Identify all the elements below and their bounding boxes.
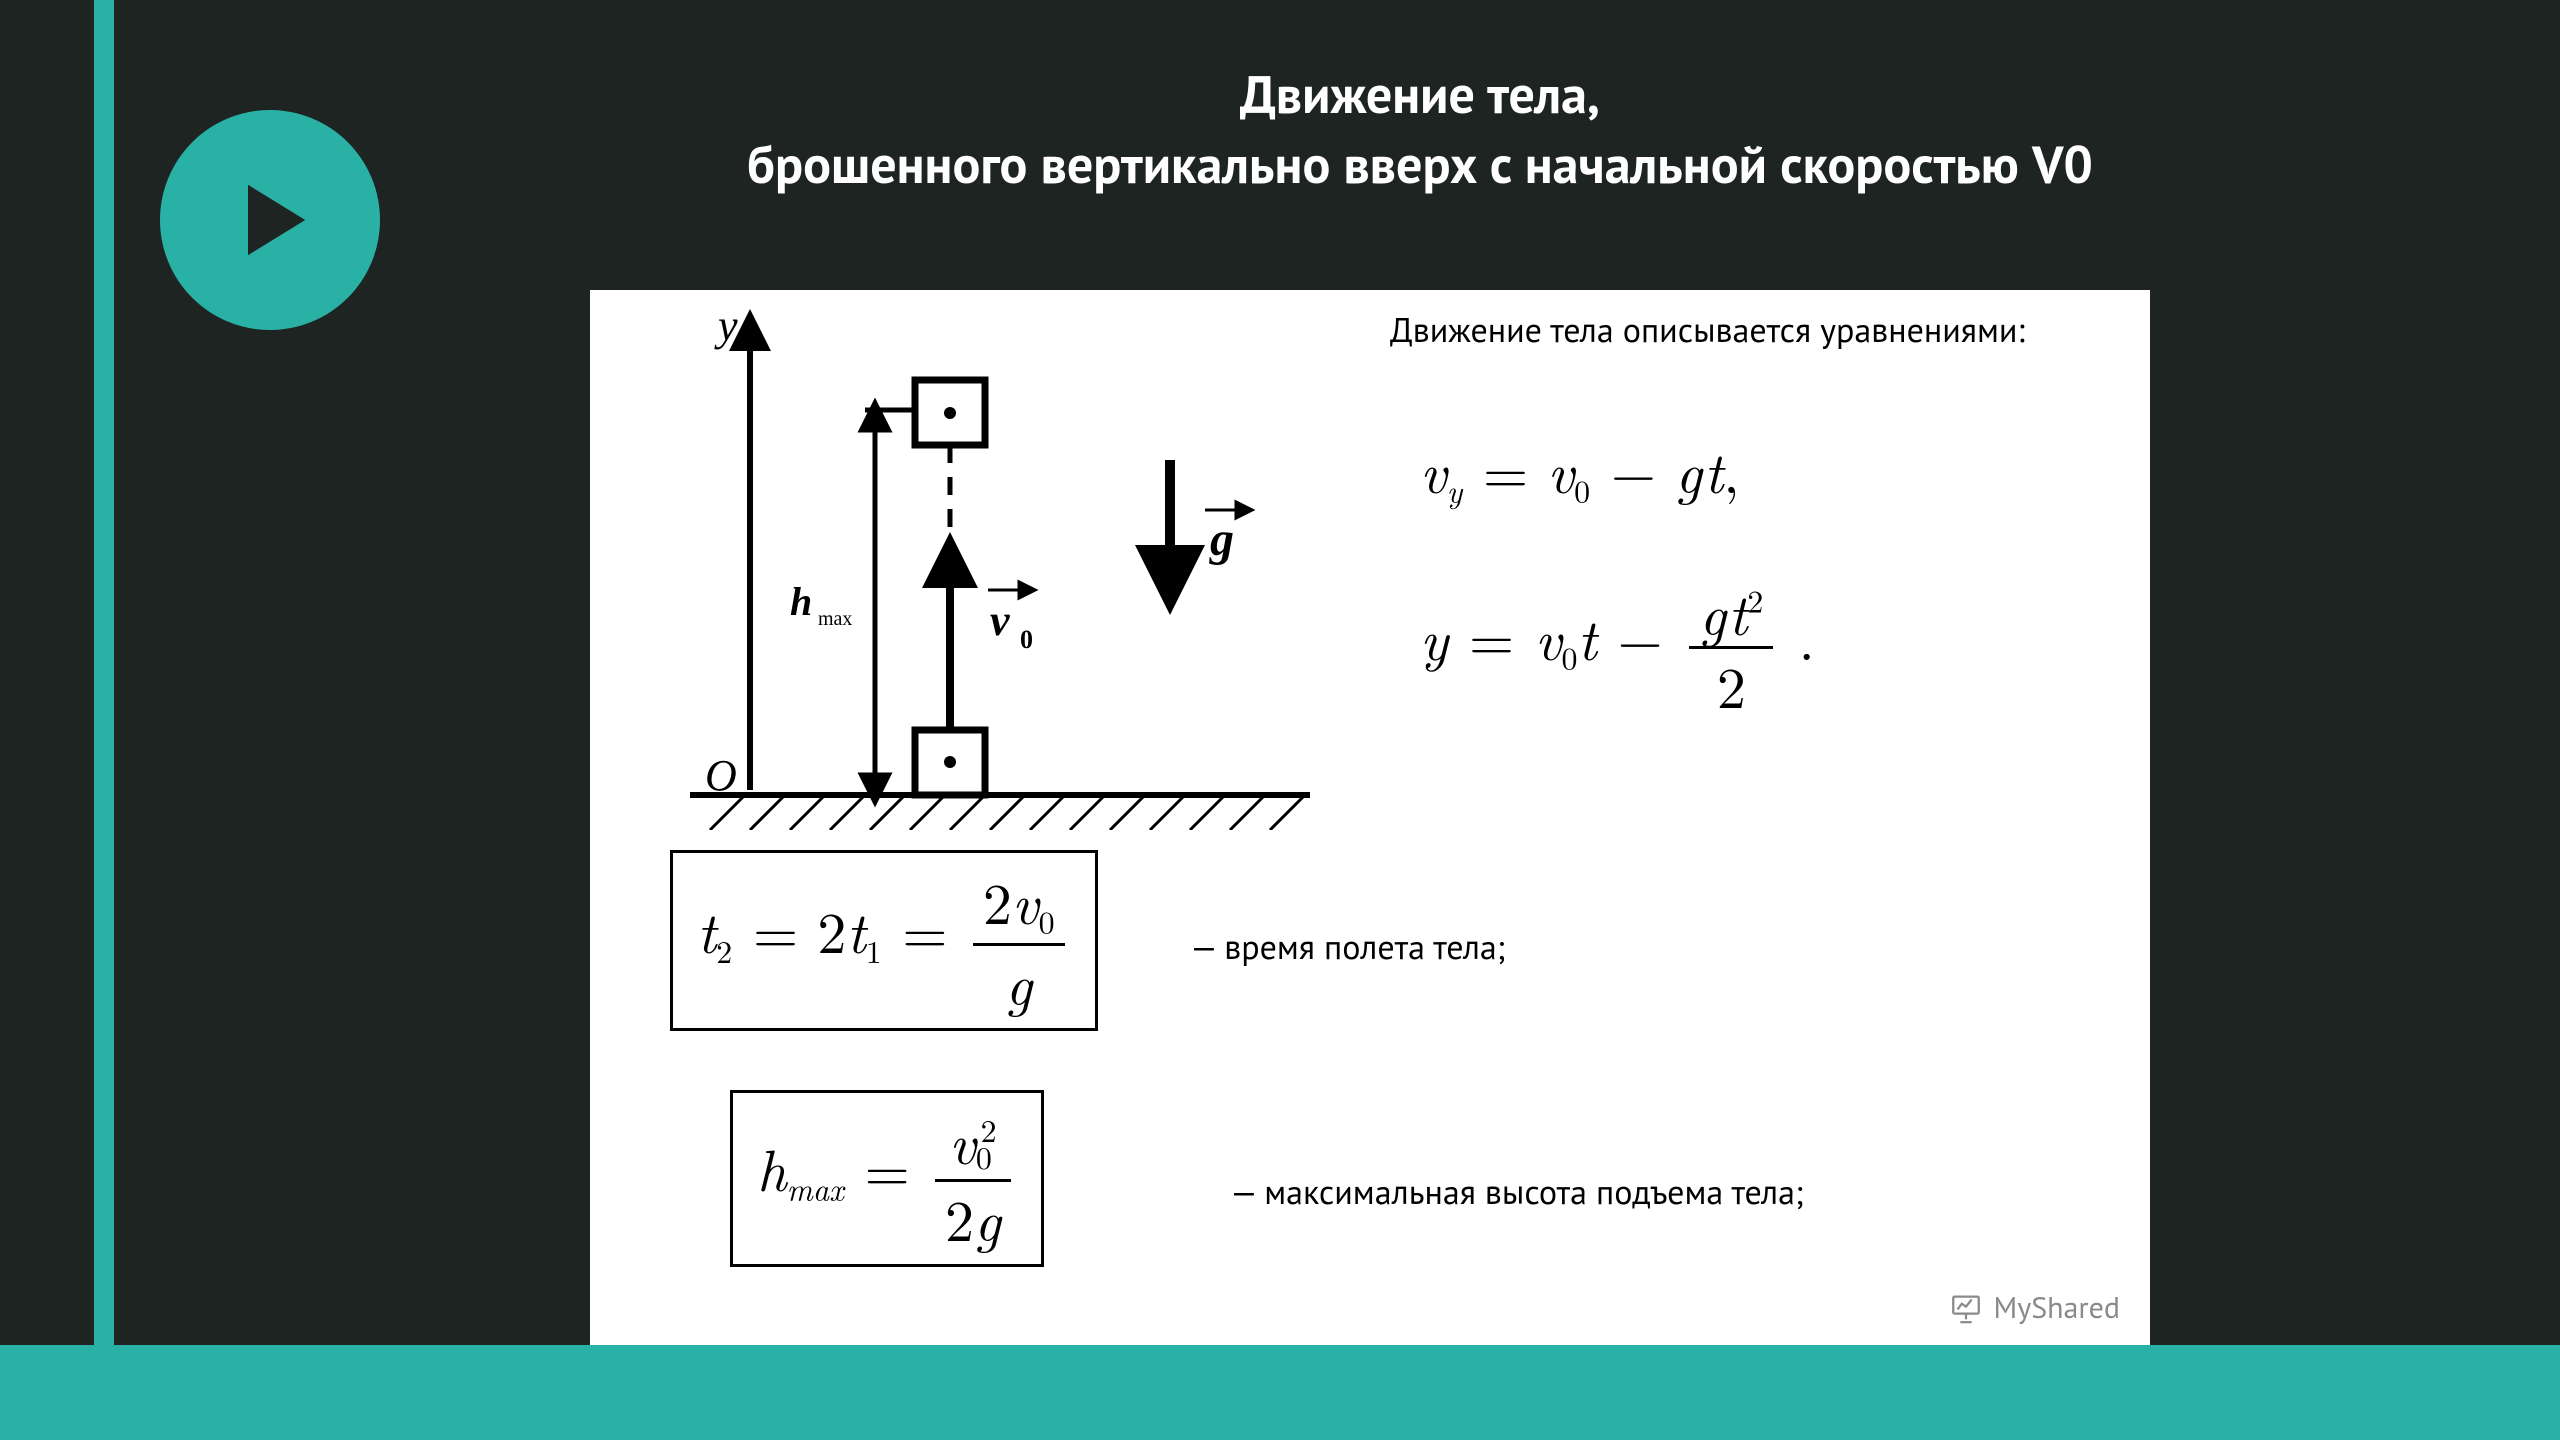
equation-velocity: vy = v0 − gt, bbox=[1420, 440, 1739, 506]
equations-intro: Движение тела описывается уравнениями: bbox=[1390, 308, 2025, 352]
watermark-text: MyShared bbox=[1993, 1288, 2120, 1327]
equation-position: y = v0t − gt2 2 . bbox=[1420, 580, 1815, 715]
formula-max-height: hmax = v02 2g bbox=[730, 1090, 1044, 1267]
svg-text:g: g bbox=[1209, 513, 1234, 566]
content-panel: y O bbox=[590, 290, 2150, 1345]
svg-text:0: 0 bbox=[1020, 625, 1033, 654]
play-badge bbox=[160, 110, 380, 330]
physics-diagram: y O bbox=[650, 300, 1350, 830]
presentation-icon bbox=[1949, 1291, 1983, 1325]
accent-stripe-bottom bbox=[0, 1345, 2560, 1440]
label-max-height: — максимальная высота подъема тела; bbox=[1230, 1170, 1804, 1214]
svg-text:v: v bbox=[990, 596, 1010, 645]
watermark: MyShared bbox=[1949, 1288, 2120, 1327]
play-icon bbox=[215, 165, 325, 275]
title-line2: брошенного вертикально вверх с начальной… bbox=[747, 131, 2093, 198]
title-line1: Движение тела, bbox=[1240, 61, 1600, 128]
formula-flight-time: t2 = 2t1 = 2v0 g bbox=[670, 850, 1098, 1031]
label-flight-time: — время полета тела; bbox=[1190, 925, 1506, 969]
svg-text:y: y bbox=[714, 301, 738, 350]
svg-text:max: max bbox=[818, 608, 852, 630]
slide-title: Движение тела, брошенного вертикально вв… bbox=[400, 60, 2440, 200]
accent-stripe-left bbox=[94, 0, 114, 1345]
svg-text:h: h bbox=[790, 579, 812, 624]
